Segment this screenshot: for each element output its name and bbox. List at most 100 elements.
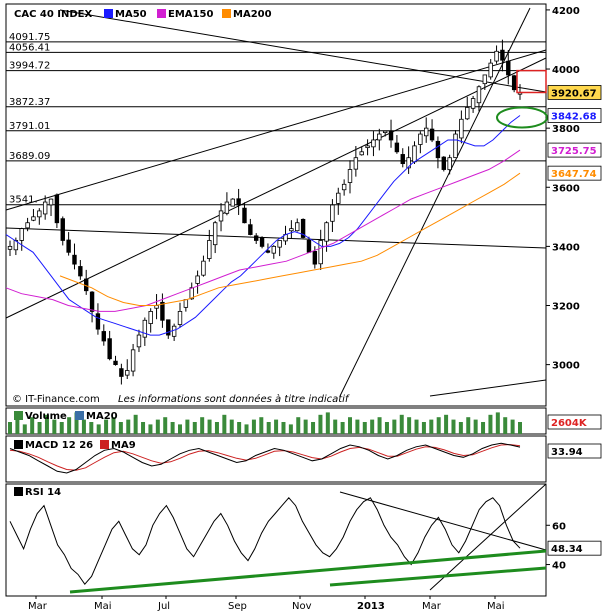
- price-y-tick-label: 4000: [552, 65, 580, 76]
- volume-bar: [303, 419, 308, 434]
- volume-bar: [414, 419, 419, 434]
- volume-bar: [59, 422, 64, 434]
- candle-body: [212, 222, 218, 246]
- candle-body: [160, 301, 165, 321]
- candle-body: [482, 74, 488, 85]
- candle-body: [177, 311, 183, 325]
- candle-body: [31, 216, 36, 221]
- legend-ma200-swatch: [222, 9, 231, 18]
- trend-line: [5, 49, 547, 211]
- candle-body: [453, 133, 458, 159]
- volume-bar: [133, 414, 138, 434]
- volume-bar: [37, 422, 42, 434]
- volume-bar: [244, 424, 249, 434]
- macd-line: [9, 442, 521, 474]
- x-axis-label: Jul: [157, 601, 170, 612]
- price-panel: 3000 3200 3400 3600 3800 4000 4200 4091.754056.…: [5, 6, 602, 397]
- candle-body: [400, 154, 405, 165]
- volume-bar: [266, 422, 271, 434]
- candle-body: [207, 240, 212, 259]
- candle-body: [347, 169, 353, 183]
- volume-bar: [251, 419, 256, 434]
- x-axis-label: Sep: [228, 601, 247, 612]
- candle-body: [336, 192, 341, 204]
- candle-body: [130, 349, 136, 372]
- rsi-panel: 40 60 48.34: [9, 483, 602, 594]
- horizontal-level-label: 3791.01: [9, 121, 50, 132]
- volume-bar: [214, 422, 219, 434]
- volume-bar: [362, 422, 367, 434]
- volume-bar: [111, 417, 116, 434]
- volume-bar: [163, 417, 168, 434]
- horizontal-level-label: 4056.41: [9, 42, 50, 53]
- volume-bar: [89, 422, 94, 434]
- volume-bar: [200, 417, 205, 434]
- candle-body: [136, 334, 142, 348]
- rsi-last-value: 48.34: [551, 544, 583, 555]
- candle-body: [48, 198, 54, 206]
- rsi-legend: RSI 14: [14, 487, 61, 498]
- candle-body: [277, 240, 282, 248]
- price-y-tick-label: 3600: [552, 183, 580, 194]
- candle-body: [470, 98, 476, 109]
- volume-bar: [30, 417, 35, 434]
- price-y-tick-label: 3400: [552, 242, 580, 253]
- candle-body: [412, 145, 417, 163]
- volume-bar: [510, 419, 515, 434]
- candle-body: [324, 222, 329, 242]
- candle-body: [418, 133, 423, 145]
- candle-body: [312, 251, 318, 265]
- trend-line: [59, 9, 547, 93]
- candle-body: [435, 140, 441, 159]
- candle-body: [359, 151, 364, 156]
- legend-ma20: MA20: [86, 411, 118, 422]
- candle-body: [60, 218, 65, 241]
- candle-body: [500, 49, 505, 61]
- candle-body: [242, 207, 247, 224]
- volume-bar: [148, 424, 153, 434]
- volume-bar: [81, 419, 86, 434]
- candle-body: [37, 210, 42, 218]
- candle-body: [148, 311, 153, 324]
- volume-bar: [421, 422, 426, 434]
- candle-body: [25, 222, 30, 229]
- volume-bar: [377, 417, 382, 434]
- candle-body: [107, 338, 112, 360]
- legend-ma9: MA9: [111, 440, 136, 451]
- legend-volume: Volume: [25, 411, 67, 422]
- candle-body: [236, 198, 241, 206]
- legend-ema150: EMA150: [168, 9, 213, 20]
- volume-last-value: 2604K: [551, 418, 588, 429]
- volume-bar: [495, 412, 500, 434]
- volume-bar: [325, 412, 330, 434]
- volume-bar: [281, 422, 286, 434]
- price-y-tick-label: 3000: [552, 361, 580, 372]
- volume-bar: [178, 424, 182, 434]
- legend-ma20-swatch: [75, 411, 84, 420]
- footer-copyright: © IT-Finance.com: [12, 394, 100, 405]
- footer-disclaimer: Les informations sont données à titre in…: [118, 393, 350, 405]
- candle-body: [218, 210, 224, 222]
- volume-bar: [155, 419, 160, 434]
- last-value-box: [547, 85, 602, 100]
- x-axis: Mar Mai Jul Sep Nov 2013 Mar Mai: [28, 596, 505, 612]
- volume-bar: [384, 422, 389, 434]
- x-axis-label: Mai: [487, 601, 505, 612]
- horizontal-level-label: 3872.37: [9, 97, 50, 108]
- volume-bar: [185, 419, 190, 434]
- candle-body: [295, 222, 300, 232]
- legend-ma50: MA50: [115, 9, 147, 20]
- volume-bar: [392, 419, 397, 434]
- candle-body: [488, 62, 493, 78]
- volume-bar: [466, 417, 471, 434]
- legend-ema150-swatch: [157, 9, 166, 18]
- candle-body: [72, 254, 77, 265]
- macd-signal-line: [9, 444, 521, 471]
- last-value-box: [547, 165, 602, 181]
- candle-body: [494, 50, 499, 62]
- volume-panel: 2604K: [8, 412, 602, 434]
- rsi-y-tick-label: 60: [552, 521, 566, 532]
- rsi-line: [9, 497, 521, 586]
- trend-line: [5, 57, 547, 319]
